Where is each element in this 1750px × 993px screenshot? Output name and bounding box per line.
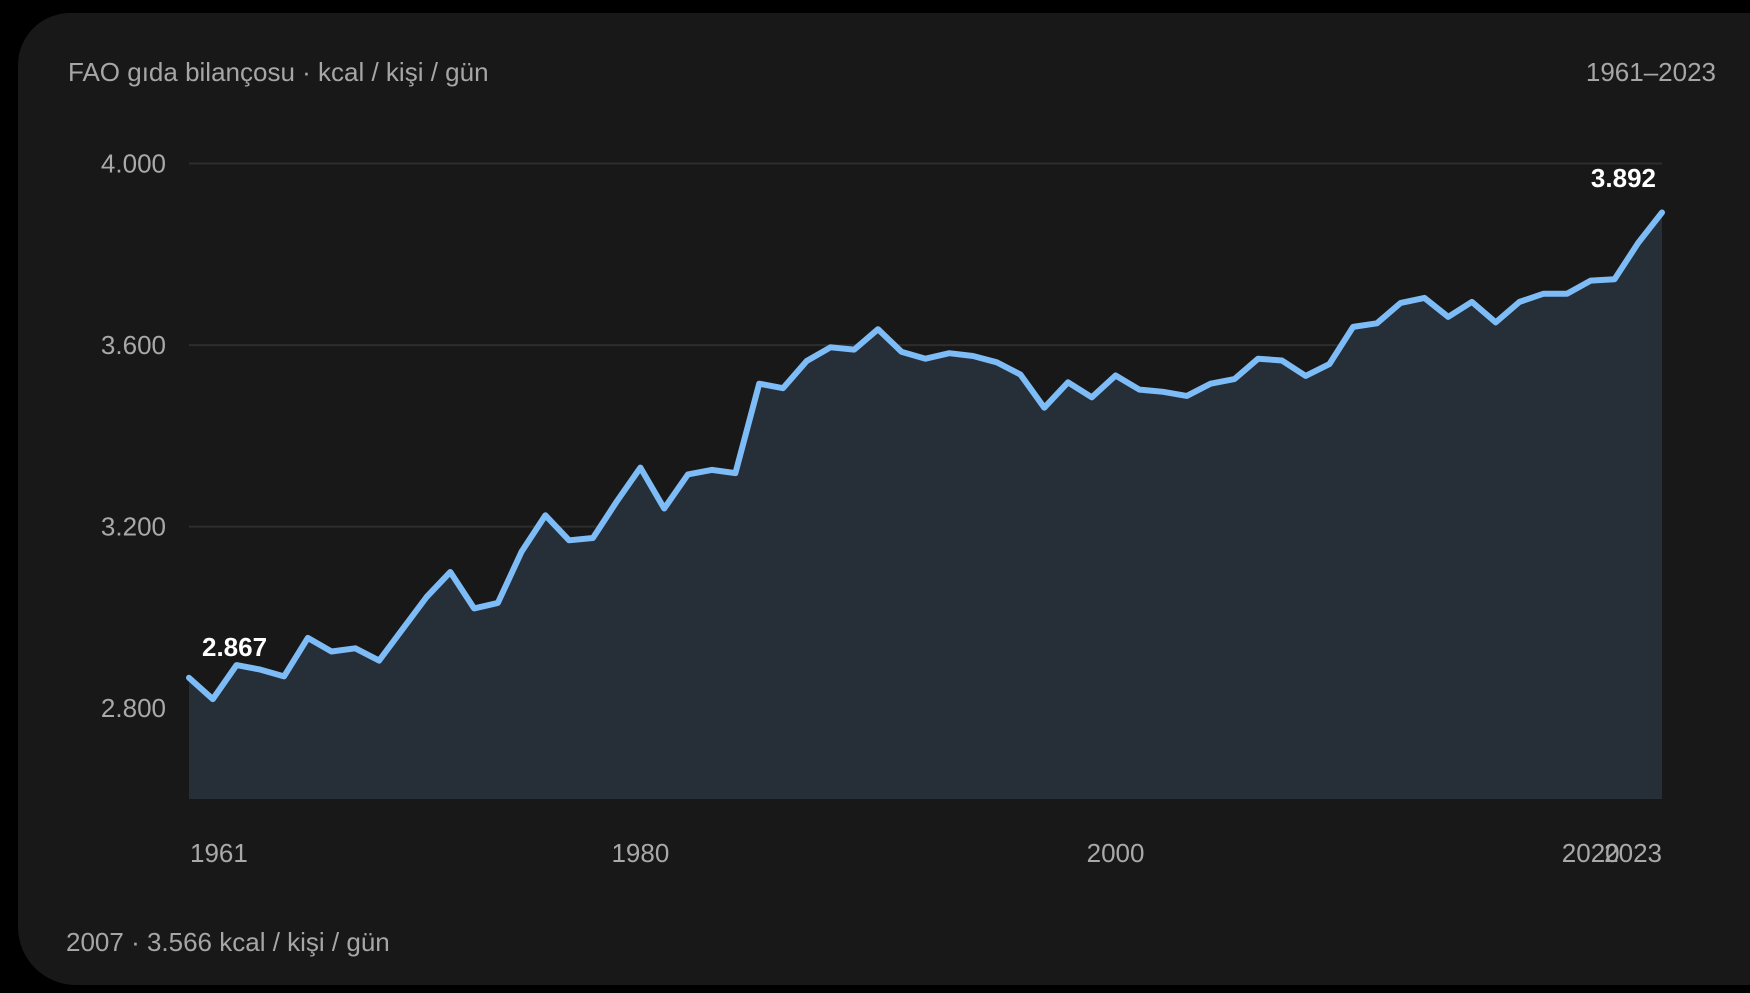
x-tick-label: 2000 (1087, 838, 1145, 868)
year-range-label: 1961–2023 (1585, 57, 1716, 87)
y-tick-label: 4.000 (101, 149, 166, 179)
hover-readout: 2007 · 3.566 kcal / kişi / gün (66, 927, 390, 957)
y-tick-label: 2.800 (101, 693, 166, 723)
end-value-label: 3.892 (1591, 163, 1656, 193)
series-line[interactable] (186, 209, 1665, 703)
data-labels: 2.867 3.892 (202, 163, 1656, 662)
x-tick-label: 1980 (611, 838, 669, 868)
x-tick-label: 2023 (1604, 838, 1662, 868)
y-tick-label: 3.200 (101, 512, 166, 542)
x-tick-label: 1961 (190, 838, 248, 868)
area-fill (189, 212, 1662, 799)
y-tick-label: 3.600 (101, 330, 166, 360)
chart-title: FAO gıda bilançosu · kcal / kişi / gün (68, 57, 489, 87)
start-value-label: 2.867 (202, 632, 267, 662)
y-axis: 2.800 3.200 3.600 4.000 (101, 149, 166, 724)
x-tick-label: 2020 (1562, 838, 1620, 868)
